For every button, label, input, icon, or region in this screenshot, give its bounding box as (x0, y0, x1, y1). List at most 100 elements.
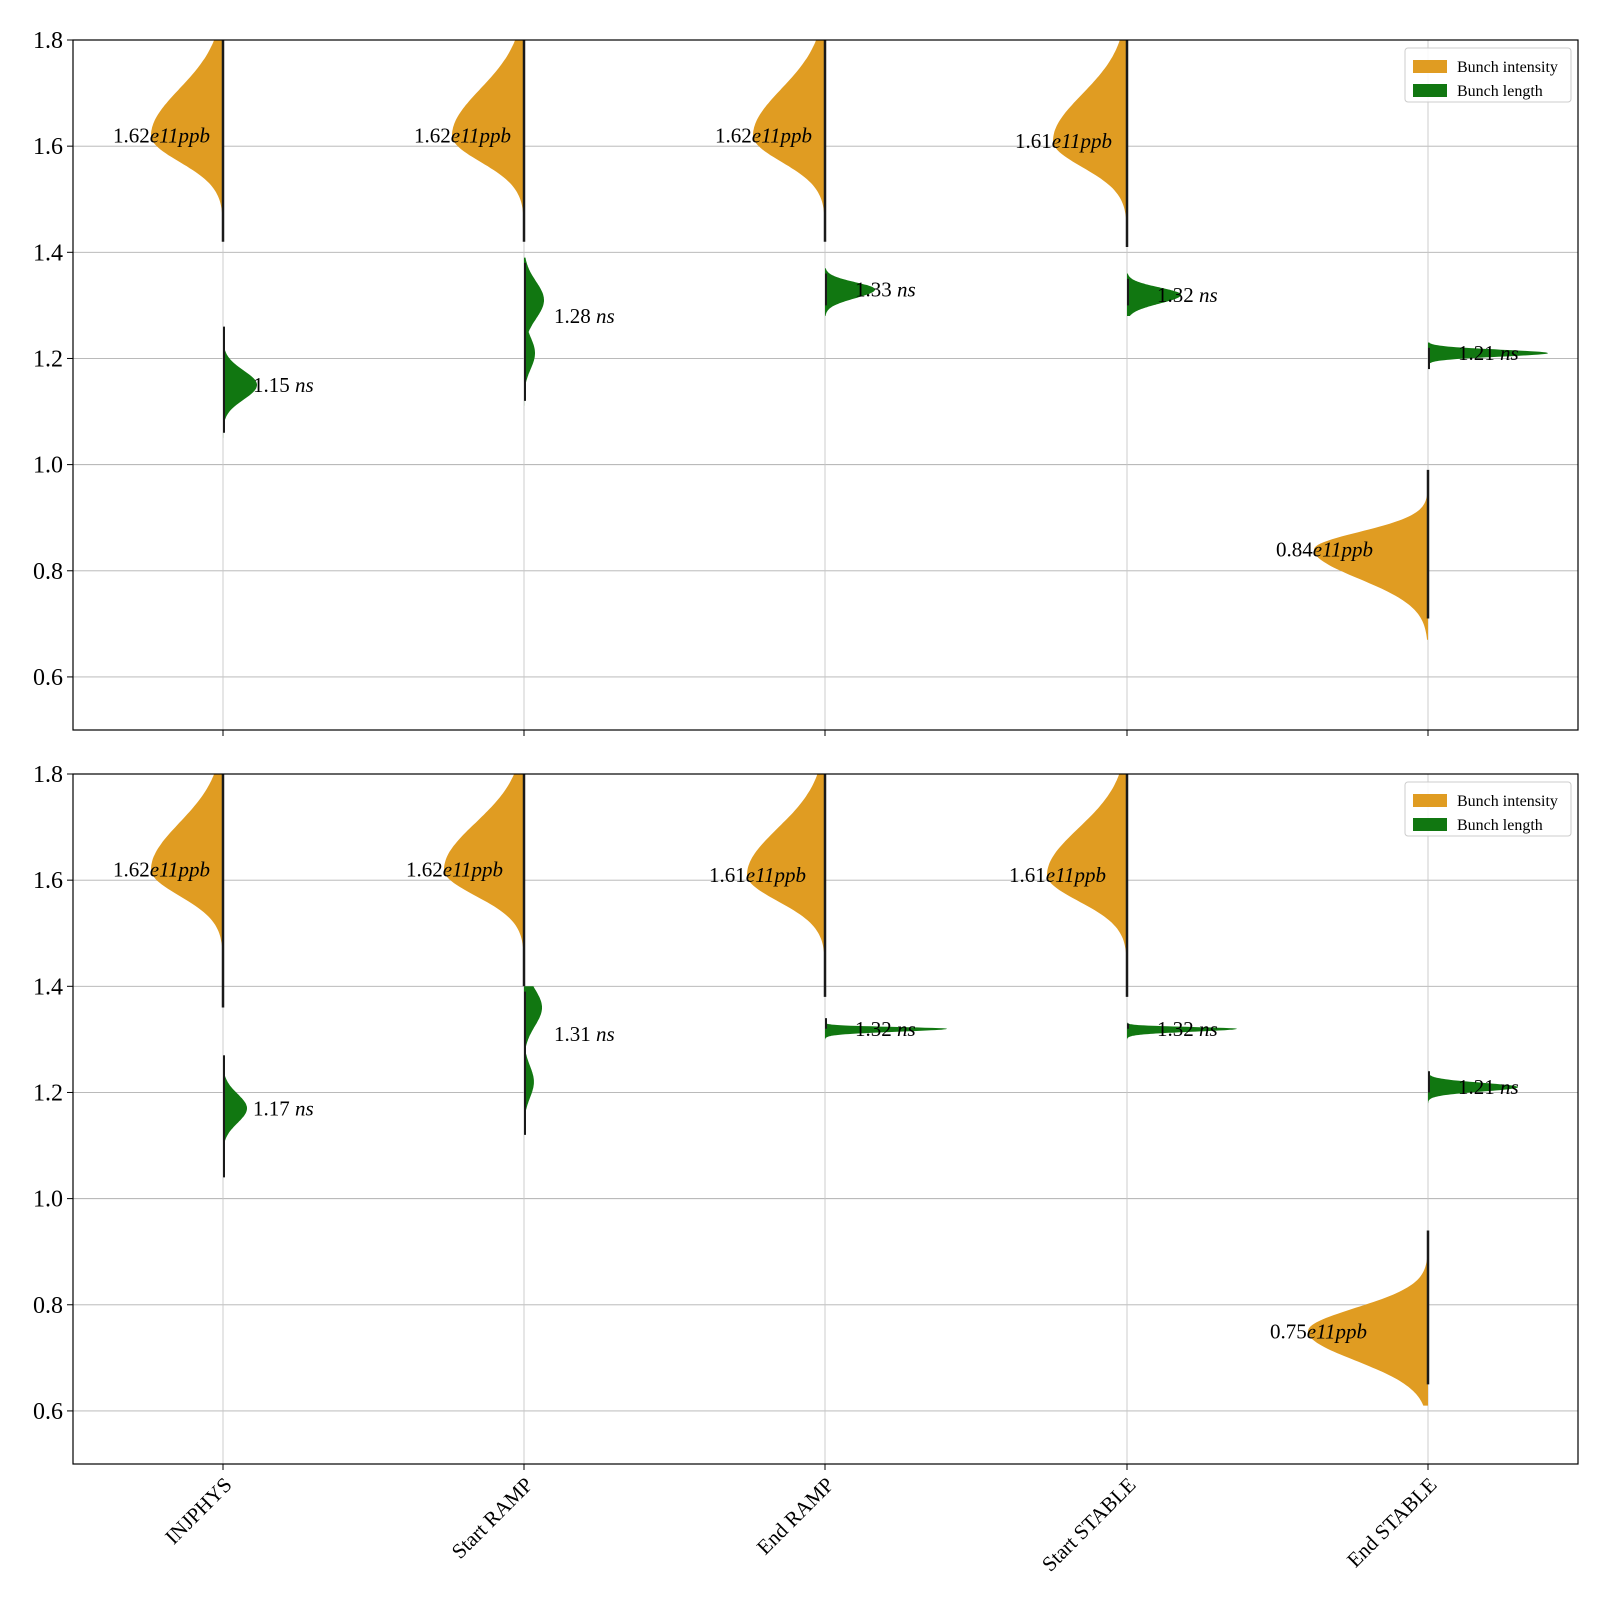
y-tick-label: 0.8 (33, 559, 63, 585)
length-label-value: 1.21 (1458, 341, 1500, 365)
violin-intensity (1047, 774, 1127, 1019)
length-label-unit: ns (295, 1096, 314, 1120)
x-tick-label: End STABLE (1342, 1473, 1442, 1573)
intensity-label-unit: e11ppb (1313, 538, 1373, 562)
intensity-label: 1.62e11ppb (113, 124, 210, 148)
intensity-label-unit: e11ppb (150, 858, 210, 882)
length-label-value: 1.32 (855, 1017, 897, 1041)
violin-length (223, 1050, 247, 1188)
intensity-label-value: 1.62 (715, 124, 752, 148)
intensity-label-unit: e11ppb (752, 124, 812, 148)
axes-frame (72, 39, 1579, 731)
legend-label: Bunch length (1457, 817, 1543, 834)
length-label-unit: ns (596, 1022, 615, 1046)
legend-label: Bunch length (1457, 83, 1543, 100)
length-label-unit: ns (596, 304, 615, 328)
length-label: 1.32 ns (1157, 283, 1218, 307)
violin-length (1428, 342, 1548, 380)
violin-length (825, 1012, 947, 1040)
length-label: 1.15 ns (253, 373, 314, 397)
length-label-unit: ns (1500, 341, 1519, 365)
length-label: 1.21 ns (1458, 341, 1519, 365)
legend-label: Bunch intensity (1457, 59, 1558, 76)
intensity-label-value: 1.62 (113, 858, 150, 882)
violin-length (1127, 273, 1181, 316)
length-label-unit: ns (1199, 1017, 1218, 1041)
length-label-value: 1.15 (253, 373, 295, 397)
intensity-label-unit: e11ppb (451, 124, 511, 148)
intensity-label-value: 0.75 (1270, 1319, 1307, 1343)
legend-swatch (1413, 84, 1447, 97)
violin-intensity (444, 774, 524, 1008)
intensity-label: 1.62e11ppb (715, 124, 812, 148)
violin-length (524, 257, 544, 412)
length-label: 1.31 ns (554, 1022, 615, 1046)
y-tick-label: 1.6 (33, 868, 63, 894)
intensity-label-value: 1.62 (113, 124, 150, 148)
y-tick-label: 0.6 (33, 665, 63, 691)
violin-length (524, 986, 542, 1146)
length-label: 1.33 ns (855, 277, 916, 301)
length-label: 1.21 ns (1458, 1075, 1519, 1099)
y-tick-label: 0.6 (33, 1399, 63, 1425)
length-label: 1.17 ns (253, 1096, 314, 1120)
intensity-label-value: 1.61 (1015, 129, 1052, 153)
legend-swatch (1413, 60, 1447, 73)
x-tick-label: Start STABLE (1037, 1473, 1141, 1577)
axes-frame (72, 773, 1579, 1465)
intensity-label: 1.62e11ppb (414, 124, 511, 148)
intensity-label-unit: e11ppb (1307, 1319, 1367, 1343)
intensity-label-value: 1.62 (406, 858, 443, 882)
intensity-label: 0.75e11ppb (1270, 1319, 1367, 1343)
violin-intensity (151, 40, 223, 263)
violin-intensity (151, 774, 223, 1029)
intensity-label-value: 0.84 (1276, 538, 1313, 562)
intensity-label: 1.61e11ppb (709, 863, 806, 887)
violin-length (223, 321, 257, 444)
length-label-value: 1.21 (1458, 1075, 1500, 1099)
y-tick-label: 1.0 (33, 453, 63, 479)
length-label-unit: ns (897, 1017, 916, 1041)
intensity-label-unit: e11ppb (746, 863, 806, 887)
length-label-value: 1.32 (1157, 283, 1199, 307)
intensity-label-unit: e11ppb (1046, 863, 1106, 887)
violin-length (1127, 1018, 1237, 1040)
legend-swatch (1413, 794, 1447, 807)
length-label-value: 1.31 (554, 1022, 596, 1046)
y-tick-label: 1.2 (33, 346, 63, 372)
intensity-label-unit: e11ppb (1052, 129, 1112, 153)
y-tick-label: 1.4 (33, 240, 63, 266)
length-label: 1.32 ns (1157, 1017, 1218, 1041)
length-label-unit: ns (897, 277, 916, 301)
y-tick-label: 1.6 (33, 134, 63, 160)
y-tick-label: 1.2 (33, 1080, 63, 1106)
length-label-value: 1.28 (554, 304, 596, 328)
x-tick-label: Start RAMP (447, 1473, 538, 1564)
intensity-label: 1.61e11ppb (1015, 129, 1112, 153)
intensity-label-value: 1.62 (414, 124, 451, 148)
length-label-unit: ns (1199, 283, 1218, 307)
violin-intensity (1053, 40, 1127, 269)
legend-swatch (1413, 818, 1447, 831)
intensity-label-value: 1.61 (1009, 863, 1046, 887)
intensity-label: 1.62e11ppb (406, 858, 503, 882)
y-tick-label: 1.4 (33, 974, 63, 1000)
violin-length (1428, 1065, 1518, 1104)
length-label: 1.32 ns (855, 1017, 916, 1041)
y-tick-label: 1.0 (33, 1187, 63, 1213)
intensity-label-value: 1.61 (709, 863, 746, 887)
length-label-value: 1.17 (253, 1096, 295, 1120)
violin-intensity (1314, 469, 1428, 640)
y-tick-label: 1.8 (33, 28, 63, 54)
violin-intensity (747, 774, 825, 1019)
length-label-value: 1.32 (1157, 1017, 1199, 1041)
intensity-label-unit: e11ppb (150, 124, 210, 148)
intensity-label-unit: e11ppb (443, 858, 503, 882)
violin-intensity (452, 40, 524, 263)
length-label-unit: ns (295, 373, 314, 397)
y-tick-label: 0.8 (33, 1293, 63, 1319)
legend-label: Bunch intensity (1457, 793, 1558, 810)
intensity-label: 1.62e11ppb (113, 858, 210, 882)
